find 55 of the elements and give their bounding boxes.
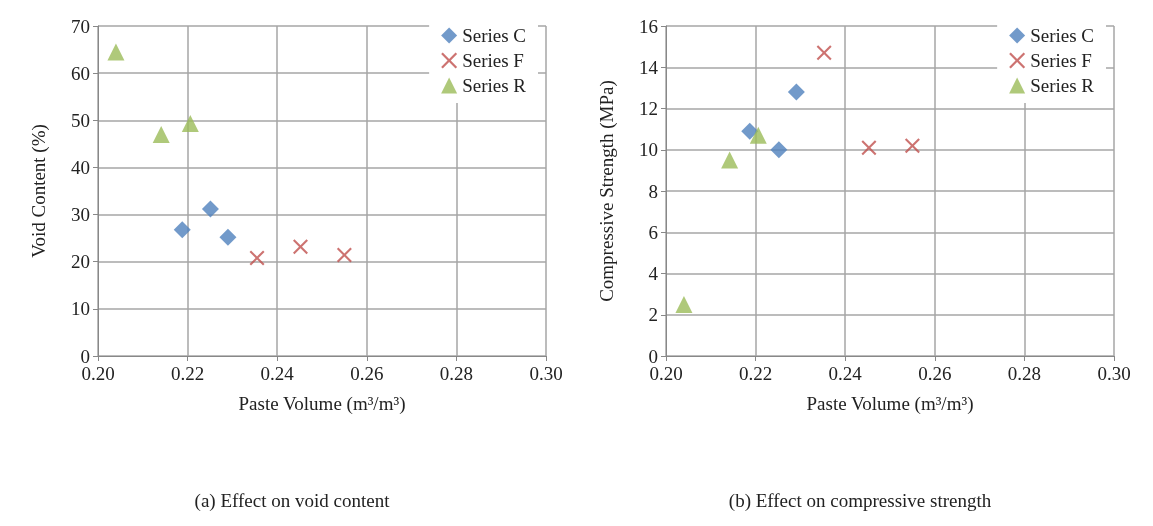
y-tick-label: 2 bbox=[648, 304, 658, 326]
point bbox=[293, 239, 308, 255]
legend-label: Series C bbox=[462, 25, 526, 46]
x-tick-label: 0.26 bbox=[350, 363, 384, 384]
point bbox=[749, 126, 767, 144]
point bbox=[152, 125, 170, 143]
y-tick-label: 70 bbox=[71, 15, 90, 37]
point bbox=[336, 247, 352, 263]
x-tick-label: 0.26 bbox=[918, 363, 952, 384]
y-tick-label: 8 bbox=[648, 180, 658, 202]
point bbox=[675, 295, 693, 313]
x-tick-label: 0.22 bbox=[738, 363, 773, 384]
point bbox=[201, 200, 219, 218]
legend-label: Series F bbox=[1030, 50, 1092, 71]
point bbox=[181, 115, 199, 133]
x-axis-title: Paste Volume (m³/m³) bbox=[238, 393, 406, 415]
point bbox=[721, 151, 739, 169]
y-tick-label: 40 bbox=[71, 156, 90, 178]
x-axis-title: Paste Volume (m³/m³) bbox=[806, 393, 974, 415]
legend-label: Series C bbox=[1030, 25, 1094, 46]
x-tick-label: 0.28 bbox=[1007, 363, 1042, 384]
text: (a) Effect on void content bbox=[194, 490, 391, 512]
legend-label: Series F bbox=[462, 50, 524, 71]
y-tick-label: 10 bbox=[71, 298, 90, 320]
point bbox=[249, 250, 265, 266]
y-tick-label: 30 bbox=[71, 204, 90, 226]
y-axis-title: Void Content (%) bbox=[28, 124, 50, 258]
y-tick-label: 20 bbox=[71, 251, 90, 273]
x-tick-label: 0.30 bbox=[529, 363, 563, 384]
point bbox=[173, 221, 191, 239]
point bbox=[861, 140, 877, 156]
point bbox=[219, 228, 237, 246]
point bbox=[107, 43, 125, 61]
point bbox=[787, 83, 805, 101]
point bbox=[816, 45, 832, 61]
y-axis-title: Compressive Strength (MPa) bbox=[596, 80, 618, 302]
point bbox=[741, 122, 759, 140]
legend-label: Series R bbox=[1030, 75, 1095, 96]
y-tick-label: 6 bbox=[648, 221, 658, 243]
y-tick-label: 4 bbox=[648, 263, 659, 284]
y-tick-label: 10 bbox=[639, 139, 658, 161]
y-tick-label: 14 bbox=[639, 56, 659, 78]
point bbox=[770, 141, 788, 159]
x-tick-label: 0.24 bbox=[828, 363, 863, 384]
y-tick-label: 60 bbox=[71, 62, 90, 84]
point bbox=[904, 138, 920, 154]
y-tick-label: 50 bbox=[71, 109, 90, 131]
x-tick-label: 0.30 bbox=[1097, 363, 1131, 384]
y-tick-label: 16 bbox=[639, 15, 658, 37]
x-tick-label: 0.28 bbox=[439, 363, 474, 384]
y-tick-label: 12 bbox=[639, 98, 658, 119]
x-tick-label: 0.24 bbox=[260, 363, 295, 384]
text: (b) Effect on compressive strength bbox=[728, 490, 992, 512]
legend-label: Series R bbox=[462, 75, 527, 96]
x-tick-label: 0.22 bbox=[170, 363, 205, 384]
